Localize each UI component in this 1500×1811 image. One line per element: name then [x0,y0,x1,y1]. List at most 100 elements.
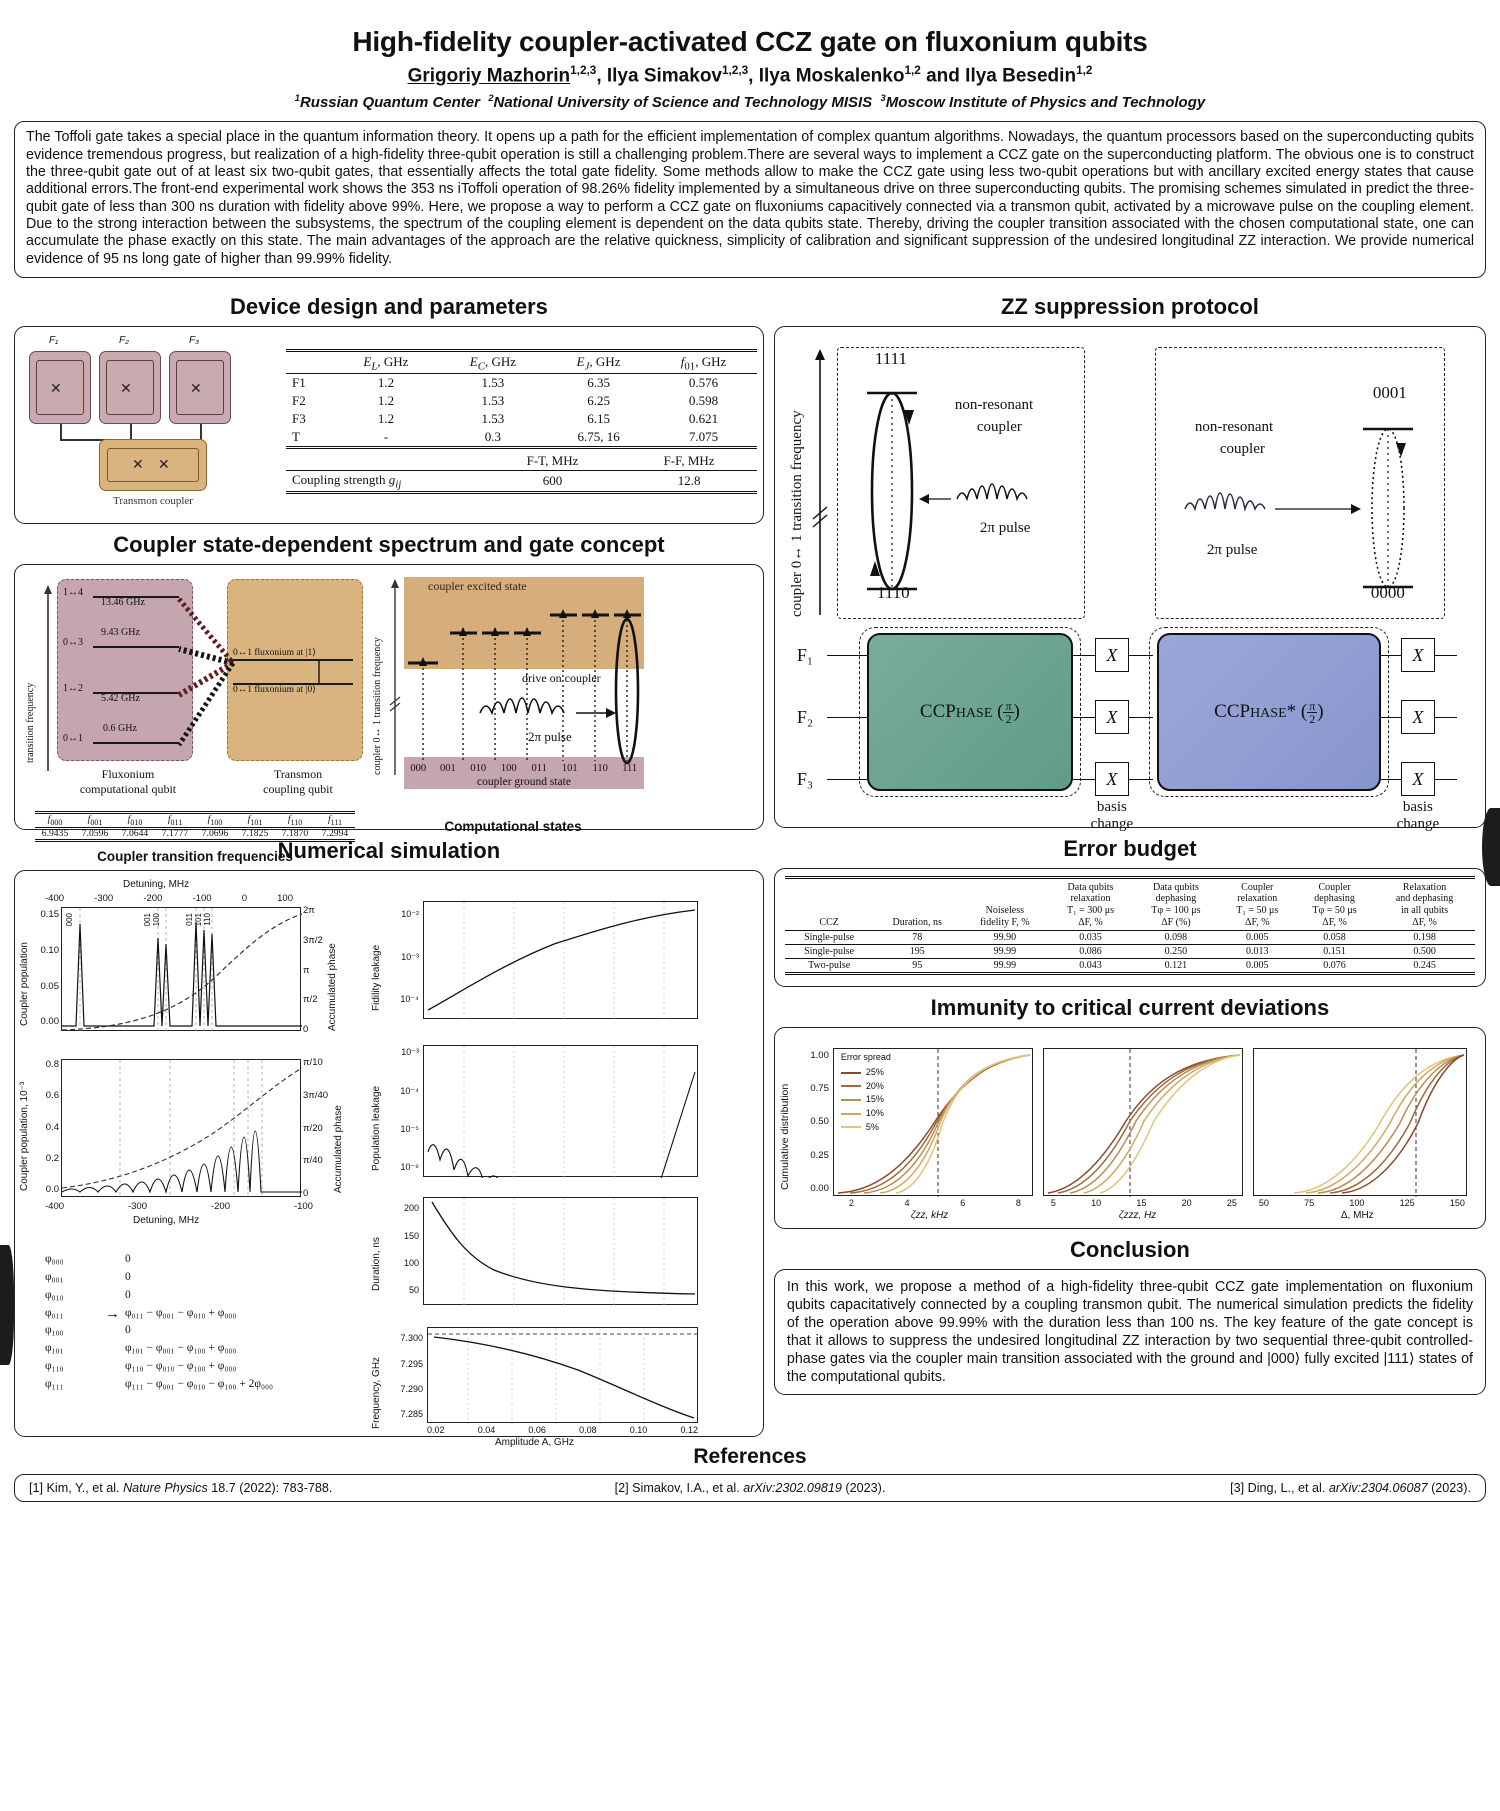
basis-change-1: basis change [1079,799,1145,834]
level-freq-2: 5.42 GHz [101,693,140,705]
transmon-caption-line2: coupling qubit [263,782,333,797]
param-col-ec: EC, GHz [469,353,516,373]
ccphase-gate-2[interactable]: CCPHASE* (π 2) [1156,633,1381,792]
freq-value: 7.0696 [201,828,229,840]
fluxonium-caption-line2: computational qubit [79,782,177,797]
eb-header-6: Coupler dephasing Tφ = 50 μs ΔF, % [1312,881,1357,929]
coupler-ground-state-label: coupler ground state [477,776,571,789]
axis-label-coupler-population-zoom: Coupler population, 10⁻³ [19,1081,30,1192]
device-panel: F₁ F₂ F₃ ✕ ✕ ✕ ✕ ✕ [14,326,764,525]
author-sup-3: 1,2 [904,64,921,78]
affil-sup-1: 1 [294,93,300,104]
tick: 200 [403,1203,419,1214]
left-column: Device design and parameters F₁ F₂ F₃ ✕ … [14,286,764,1448]
plot-frequency [427,1327,699,1425]
legend-swatch [840,1071,861,1074]
eb-cell: 0.058 [1323,932,1346,944]
x-gate-3[interactable]: X [1094,762,1129,797]
author-sup-2: 1,2,3 [722,64,749,78]
xticks-mid-left: -400 -300 -200 -100 [45,1201,313,1212]
error-budget-body: CCZ Duration, ns Noiseless fidelity F, %… [775,869,1485,986]
phase-symbol: φ₁₁₀ [45,1360,64,1373]
basis-change-2: basis change [1385,799,1451,834]
phase-symbol: φ₀₀₀ [45,1253,64,1266]
abstract-text: The Toffoli gate takes a special place i… [26,129,1474,267]
xticks-immunity-zzz: 5 10 15 20 25 [1051,1198,1237,1208]
plot-population-leakage [423,1045,698,1209]
tick: 50 [408,1285,419,1296]
x-gate-6[interactable]: X [1400,762,1435,797]
reference-2-tail: (2023). [841,1481,886,1496]
circuit-qubit-f2: F₂ [796,707,814,728]
computational-states-caption: Computational states [444,819,582,835]
conclusion-text: In this work, we propose a method of a h… [786,1278,1473,1385]
tick: π/40 [303,1155,323,1167]
eb-header-4: Data qubits dephasing Tφ = 100 μs ΔF (%) [1151,881,1201,929]
tick: 10 [1091,1197,1102,1208]
section-title-immunity: Immunity to critical current deviations [930,994,1330,1020]
tick: -100 [192,893,212,905]
phase-value: 0 [125,1271,131,1283]
zz-left-bottom-state: 1110 [876,583,910,603]
axis-label-frequency: Frequency, GHz [371,1357,382,1430]
eb-cell: Single-pulse [804,932,855,944]
tick: 20 [1181,1197,1192,1208]
ccphase-gate-1[interactable]: CCPHASE (π 2) [866,633,1073,792]
freq-value: 7.2994 [321,828,349,840]
zz-right-note-2: coupler [1219,441,1265,458]
section-title-error-budget: Error budget [1063,836,1197,862]
error-budget-table: CCZ Duration, ns Noiseless fidelity F, %… [784,876,1475,977]
tick: 7.300 [400,1333,423,1344]
tick: 0.4 [45,1121,59,1133]
x-gate-5[interactable]: X [1400,700,1435,735]
phase-value: 0 [125,1253,131,1266]
eb-cell: 0.121 [1164,960,1188,972]
x-gate-4[interactable]: X [1400,638,1435,673]
phase-value: 0 [125,1324,131,1337]
right-column: ZZ suppression protocol coupler 0↔ 1 tra… [773,286,1486,1437]
level-trans-1: 0↔3 [63,637,83,649]
freq-table-caption: Coupler transition frequencies [97,849,293,865]
reference-1-italic: Nature Physics [123,1481,208,1496]
eb-cell: 0.035 [1079,932,1102,944]
coupling-value-ff: 12.8 [677,473,701,489]
tick: 10⁻⁴ [400,994,419,1005]
eb-cell: 0.005 [1246,932,1269,944]
x-gate-2[interactable]: X [1094,700,1129,735]
eb-cell: 0.151 [1323,946,1346,958]
eb-cell: 195 [909,946,925,958]
coupler-frequency-table: f000 f001 f010 f011 f100 f101 f110 f111 6.9435… [35,811,355,864]
tick: 0.10 [629,1425,648,1436]
ccphase-dashed-outline-2 [1148,627,1389,798]
param-cell-f01: 0.576 [688,375,719,391]
tick: 25 [1226,1197,1237,1208]
level-freq-3: 0.6 GHz [103,723,137,735]
peak-label-000: 000 [65,913,74,927]
tick: π/10 [303,1057,323,1069]
tick: 0 [303,1024,309,1036]
axis-label-detuning-top: Detuning, MHz [123,879,190,891]
zz-right-note-1: non-resonant [1194,419,1274,436]
tick: 7.285 [400,1409,423,1420]
table-row: F3 1.2 1.53 6.15 0.621 [286,410,757,428]
zz-left-note-1: non-resonant [954,397,1034,414]
tick: 0.12 [680,1425,698,1436]
transmon-level-box [227,579,363,762]
coupler-excited-label: coupler excited state [428,579,527,594]
tick: 0 [303,1188,309,1200]
axis-label-zz-coupler-frequency: coupler 0↔ 1 transition frequency [788,410,805,618]
plot-fidelity-leakage [423,901,698,1021]
legend-title-error-spread: Error spread [840,1051,891,1062]
reference-3-text: Ding, L., et al. [1247,1481,1329,1496]
x-gate-1[interactable]: X [1094,638,1129,673]
xticks-immunity-zz: 2 4 6 8 [849,1198,1021,1208]
eb-cell: 99.99 [993,960,1017,972]
transmon-caption-line1: Transmon [273,767,323,782]
plot-immunity-zzz [1042,1047,1243,1197]
drive-on-coupler-label: drive on coupler [522,671,601,686]
level-trans-0: 1↔4 [63,587,83,599]
chip-schematic: F₁ F₂ F₃ ✕ ✕ ✕ ✕ ✕ [21,335,286,517]
eb-cell: 0.013 [1246,946,1269,958]
eb-cell: 0.086 [1079,946,1102,958]
section-title-coupler-spectrum: Coupler state-dependent spectrum and gat… [113,532,665,558]
